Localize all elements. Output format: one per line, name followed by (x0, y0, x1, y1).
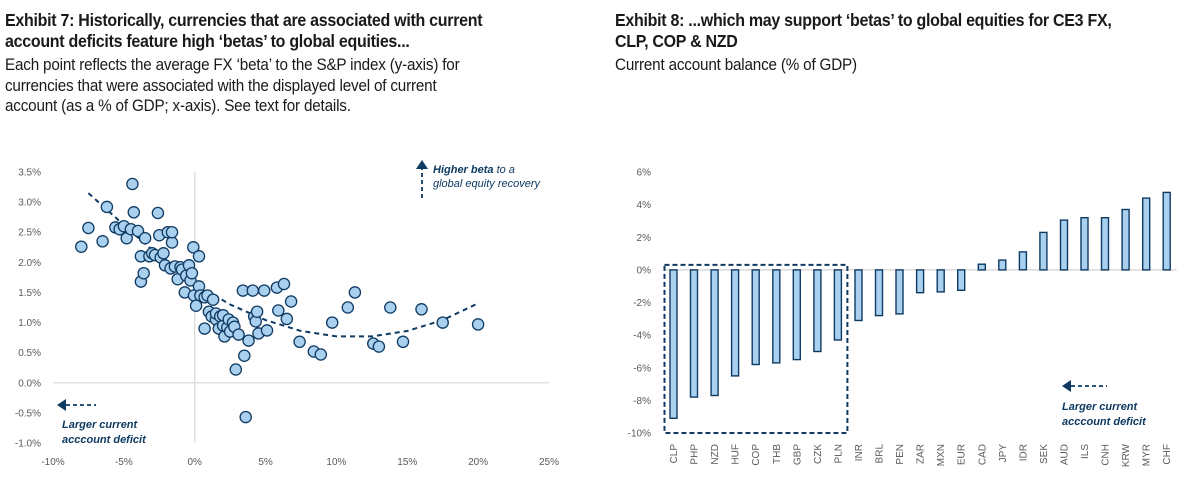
scatter-point (257, 284, 271, 297)
scatter-point (82, 221, 95, 235)
exhibit-7-subtitle: Each point reflects the average FX ‘beta… (5, 55, 460, 117)
exhibit-8-title: Exhibit 8: ...which may support ‘betas’ … (615, 10, 1112, 52)
scatter-point (325, 316, 339, 329)
scatter-point (246, 284, 260, 297)
scatter-point (250, 305, 264, 318)
x-tick-label: 0% (187, 457, 202, 468)
scatter-point (314, 348, 328, 361)
x-tick-label: -10% (41, 457, 64, 468)
y-tick-label: 1.5% (18, 288, 41, 299)
scatter-points (75, 177, 485, 424)
y-tick-label: 0.5% (18, 348, 41, 359)
exhibit-8-subtitle: Current account balance (% of GDP) (615, 56, 857, 74)
scatter-axes: 3.5% 3.0% 2.5% 2.0% 1.5% 1.0% 0.5% 0.0% -0.5% -1.… (15, 168, 559, 469)
title-line: CLP, COP & NZD (615, 31, 738, 51)
scatter-point (348, 286, 362, 299)
scatter-chart: 3.5% 3.0% 2.5% 2.0% 1.5% 1.0% 0.5% 0.0% -0.5% -1.… (15, 160, 559, 469)
scatter-point (372, 340, 386, 353)
y-tick-label: 2.0% (18, 258, 41, 269)
y-tick-label: 2.5% (18, 228, 41, 239)
scatter-point (293, 335, 306, 349)
higher-beta-annotation-line2: global equity recovery (433, 178, 542, 190)
scatter-point (238, 349, 251, 362)
higher-beta-annotation: Higher beta to a (433, 164, 515, 176)
scatter-point (415, 303, 428, 316)
scatter-point (229, 363, 243, 376)
scatter-point (138, 231, 152, 245)
subtitle-line: account (as a % of GDP; x-axis). See tex… (5, 97, 351, 115)
title-line: Exhibit 8: ...which may support ‘betas’ … (615, 10, 1112, 30)
scatter-point (384, 301, 397, 314)
x-tick-label: 5% (258, 457, 273, 468)
up-arrow-icon (416, 160, 428, 198)
scatter-point (165, 236, 179, 249)
scatter-point (396, 335, 410, 349)
exhibit-7-panel: Exhibit 7: Historically, currencies that… (0, 0, 590, 497)
scatter-point (242, 334, 255, 347)
scatter-point (239, 410, 252, 424)
y-tick-label: -0.5% (15, 408, 41, 419)
x-tick-label: 15% (397, 457, 417, 468)
y-tick-label: 3.5% (18, 168, 41, 179)
scatter-point (127, 206, 141, 219)
annotations: Higher beta to a global equity recovery … (57, 160, 542, 446)
x-tick-label: -5% (115, 457, 133, 468)
y-tick-label: 3.0% (18, 198, 41, 209)
deficit-annotation-line2: acccount deficit (62, 434, 147, 446)
exhibit-8-panel: Exhibit 8: ...which may support ‘betas’ … (612, 0, 1190, 497)
scatter-point (192, 250, 206, 263)
title-line: account deficits feature high ‘betas’ to… (5, 31, 410, 51)
scatter-point (75, 240, 88, 253)
scatter-point (157, 247, 170, 260)
trendline-path (87, 192, 479, 338)
scatter-point (126, 177, 139, 191)
y-tick-label: 1.0% (18, 318, 41, 329)
subtitle-line: currencies that were associated with the… (5, 76, 437, 95)
scatter-point (471, 318, 485, 331)
scatter-point (280, 312, 294, 326)
x-tick-label: 20% (468, 457, 488, 468)
x-tick-label: 10% (326, 457, 346, 468)
exhibit-7-title: Exhibit 7: Historically, currencies that… (5, 10, 483, 52)
title-line: Exhibit 7: Historically, currencies that… (5, 10, 483, 30)
scatter-point (284, 295, 298, 308)
scatter-point (187, 241, 200, 254)
scatter-point (260, 324, 274, 337)
scatter-point (100, 200, 114, 214)
trendline (87, 192, 479, 338)
scatter-point (185, 266, 199, 280)
scatter-point (436, 316, 449, 329)
y-tick-label: 0.0% (18, 378, 41, 389)
scatter-point (151, 206, 165, 220)
scatter-point (165, 225, 179, 239)
deficit-annotation-line1: Larger current (62, 419, 139, 431)
scatter-point (137, 266, 150, 280)
x-tick-label: 25% (539, 457, 559, 468)
scatter-point (341, 301, 355, 314)
scatter-point (272, 304, 285, 317)
subtitle-line: Each point reflects the average FX ‘beta… (5, 56, 460, 74)
scatter-point (96, 235, 109, 248)
y-tick-label: -1.0% (15, 439, 41, 450)
left-arrow-icon (57, 399, 96, 411)
scatter-point (206, 293, 220, 306)
scatter-point (232, 328, 245, 341)
scatter-point (198, 322, 211, 335)
scatter-point (189, 299, 203, 312)
scatter-point (277, 277, 291, 291)
